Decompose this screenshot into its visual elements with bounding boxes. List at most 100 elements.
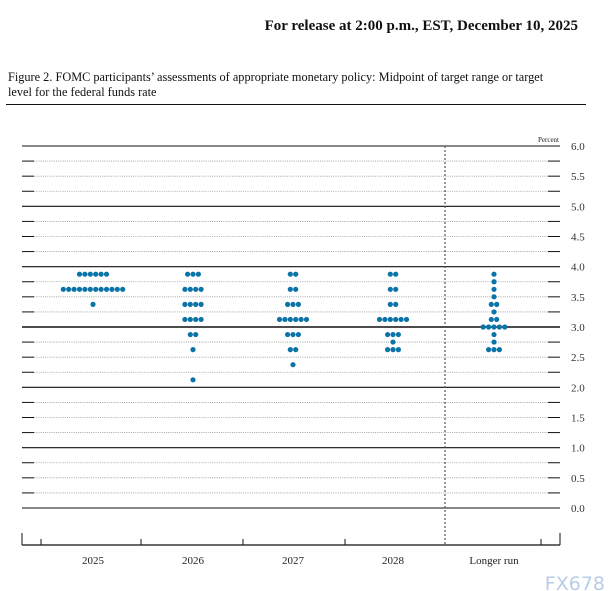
dot [71,286,77,292]
dot [182,286,188,292]
dot [187,301,193,307]
dot [187,331,193,338]
caption-rule [6,104,586,105]
dot [87,286,93,292]
y-tick-label: 2.0 [571,382,585,394]
x-tick-label: 2027 [282,555,305,567]
dot [120,286,126,292]
x-tick-label: 2028 [382,555,405,567]
dot [287,316,293,323]
dot [290,301,296,307]
dot [393,286,399,292]
dot [398,316,404,323]
dot [93,271,99,277]
y-tick-label: 6.0 [571,141,585,153]
dot [486,347,492,353]
dot [195,271,201,277]
dot [293,316,299,323]
dot [491,309,497,315]
dot [287,271,293,277]
dot [98,286,104,292]
dot [193,286,199,292]
dot [382,316,388,323]
dot [491,324,497,330]
dot [494,301,500,307]
dot [198,286,204,292]
dot [82,271,88,277]
dot [285,301,291,307]
dot [395,347,401,353]
dot [387,271,393,277]
dot [390,347,396,353]
x-tick-label: Longer run [469,555,519,567]
dot [287,286,293,292]
dot [376,316,383,323]
dot [276,316,283,323]
dot [491,271,497,277]
y-tick-label: 2.5 [571,352,585,364]
dot [385,331,391,338]
dot [109,286,115,292]
dot [488,301,494,307]
dot [393,301,399,307]
dot [395,331,401,338]
dot [82,286,88,292]
dot [491,339,497,345]
y-tick-label: 0.0 [571,503,585,515]
dot [390,339,396,345]
dot [290,331,296,338]
dot [390,331,396,338]
dot [488,316,494,323]
dot [193,301,199,307]
dot [387,316,393,323]
dot [114,286,120,292]
watermark-logo: FX678 [545,573,605,591]
x-tick-label: 2026 [182,555,205,567]
y-tick-label: 5.0 [571,201,585,213]
dot [387,301,393,307]
dot [185,271,191,277]
dot [66,286,72,292]
dot [303,316,310,323]
dot [103,286,110,292]
dot [295,331,301,338]
dot [295,301,301,307]
dot [282,316,288,323]
dot [393,316,399,323]
dot [491,347,497,353]
dot [293,286,299,292]
dot [187,316,193,323]
dot [98,271,104,277]
y-tick-label: 4.0 [571,262,585,274]
dot [491,294,497,300]
dot [491,279,497,285]
dot [190,347,196,353]
dot [494,316,500,323]
dot [182,301,188,307]
x-tick-label: 2025 [82,555,105,567]
dot [403,316,410,323]
dot [486,324,492,330]
dot [187,286,193,292]
dot [76,286,83,292]
dot [103,271,110,277]
dot [60,286,66,292]
dot [76,271,83,277]
dot [387,286,393,292]
dot [496,324,502,330]
y-tick-label: 3.0 [571,322,585,334]
dot [198,301,204,307]
dot [491,331,497,338]
dot [491,286,497,292]
dot [93,286,99,292]
dot [385,347,391,353]
dot [182,316,188,323]
dot [90,301,96,307]
y-tick-label: 1.0 [571,443,585,455]
y-tick-label: 0.5 [571,473,585,485]
y-tick-label: 3.5 [571,292,585,304]
dot [293,271,299,277]
y-tick-label: 4.5 [571,232,585,244]
dot [480,324,486,330]
